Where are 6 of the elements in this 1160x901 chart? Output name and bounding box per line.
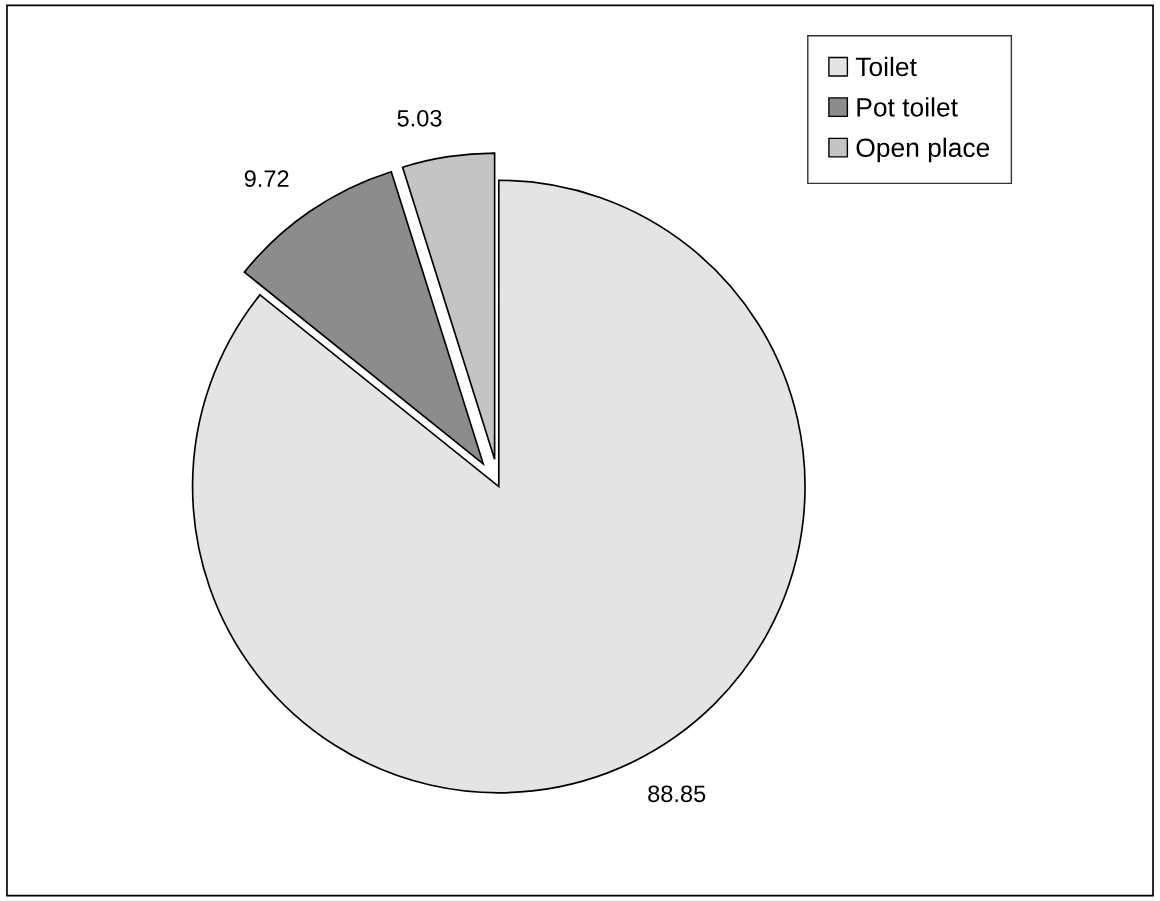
legend-label: Toilet <box>855 56 917 77</box>
legend-label: Pot toilet <box>857 97 958 117</box>
legend-label: Open place <box>856 137 990 163</box>
data-label: 9.72 <box>244 170 289 188</box>
data-label: 5.03 <box>397 109 442 127</box>
data-label: 88.85 <box>648 785 706 803</box>
